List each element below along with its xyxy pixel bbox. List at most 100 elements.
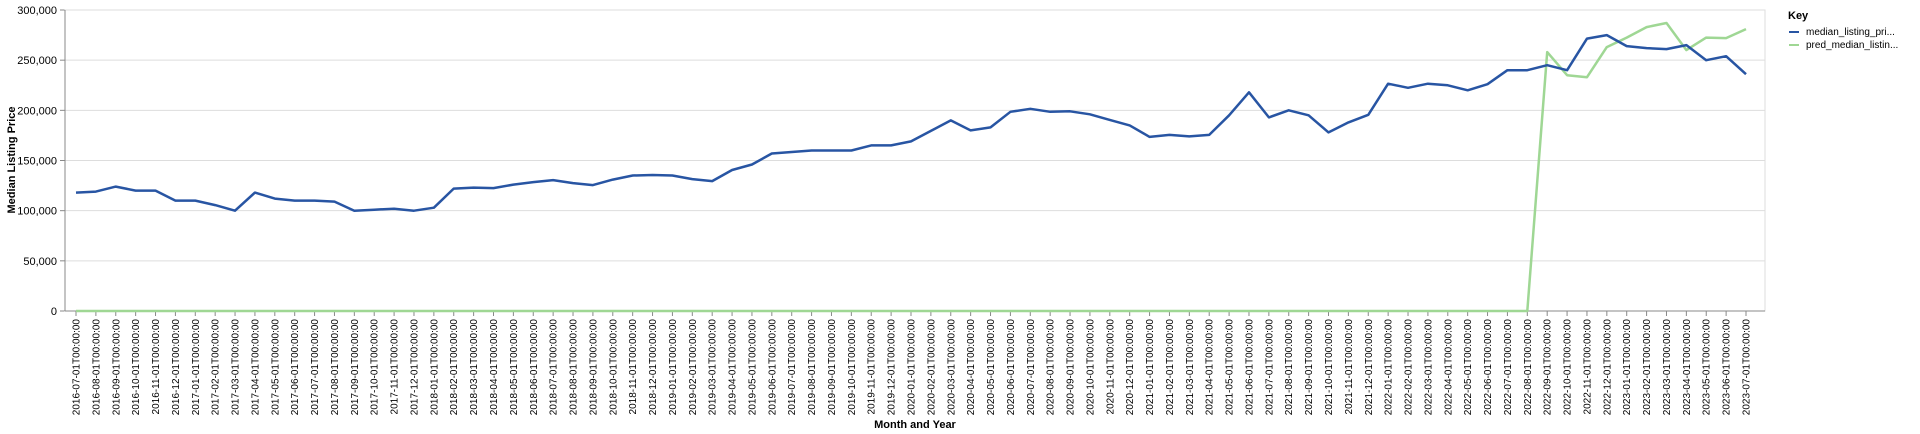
x-tick-label: 2022-03-01T00:00:00 bbox=[1423, 319, 1434, 416]
x-tick-label: 2017-02-01T00:00:00 bbox=[211, 319, 222, 416]
legend-label-median: median_listing_pri... bbox=[1806, 27, 1895, 38]
y-tick-label: 50,000 bbox=[23, 256, 57, 268]
x-tick-label: 2021-05-01T00:00:00 bbox=[1225, 319, 1236, 416]
series-line-median-listing-price bbox=[75, 33, 1747, 212]
x-tick-label: 2020-01-01T00:00:00 bbox=[907, 319, 918, 416]
x-tick-label: 2022-06-01T00:00:00 bbox=[1483, 319, 1494, 416]
x-tick-label: 2022-09-01T00:00:00 bbox=[1543, 319, 1554, 416]
y-tick-label: 250,000 bbox=[17, 55, 57, 67]
x-tick-label: 2023-04-01T00:00:00 bbox=[1682, 319, 1693, 416]
y-tick-label: 300,000 bbox=[17, 5, 57, 17]
x-tick-label: 2021-03-01T00:00:00 bbox=[1185, 319, 1196, 416]
x-tick-label: 2020-05-01T00:00:00 bbox=[986, 319, 997, 416]
y-tick-label: 150,000 bbox=[17, 156, 57, 168]
y-tick-label: 100,000 bbox=[17, 206, 57, 218]
x-tick-label: 2023-02-01T00:00:00 bbox=[1642, 319, 1653, 416]
x-tick-label: 2022-08-01T00:00:00 bbox=[1523, 319, 1534, 416]
gridlines bbox=[65, 9, 1765, 312]
x-tick-label: 2019-07-01T00:00:00 bbox=[787, 319, 798, 416]
x-tick-label: 2016-11-01T00:00:00 bbox=[151, 319, 162, 415]
x-tick-label: 2017-11-01T00:00:00 bbox=[390, 319, 401, 415]
x-tick-label: 2022-10-01T00:00:00 bbox=[1563, 319, 1574, 416]
x-tick-label: 2022-02-01T00:00:00 bbox=[1404, 319, 1415, 416]
x-tick-label: 2023-06-01T00:00:00 bbox=[1722, 319, 1733, 416]
y-axis: 0 50,000 100,000 150,000 200,000 250,000 300,0… bbox=[17, 5, 65, 318]
x-tick-label: 2022-05-01T00:00:00 bbox=[1463, 319, 1474, 416]
x-tick-label: 2019-11-01T00:00:00 bbox=[867, 319, 878, 415]
x-tick-label: 2019-12-01T00:00:00 bbox=[887, 319, 898, 416]
x-tick-label: 2017-12-01T00:00:00 bbox=[409, 319, 420, 416]
x-tick-label: 2021-09-01T00:00:00 bbox=[1304, 319, 1315, 416]
series-lines bbox=[75, 21, 1747, 313]
x-tick-label: 2022-11-01T00:00:00 bbox=[1582, 319, 1593, 415]
x-tick-label: 2016-10-01T00:00:00 bbox=[131, 319, 142, 416]
legend-title: Key bbox=[1788, 10, 1809, 22]
x-tick-label: 2018-07-01T00:00:00 bbox=[549, 319, 560, 416]
x-tick-label: 2021-04-01T00:00:00 bbox=[1205, 319, 1216, 416]
x-tick-label: 2016-12-01T00:00:00 bbox=[171, 319, 182, 416]
x-tick-label: 2017-09-01T00:00:00 bbox=[350, 319, 361, 416]
x-tick-label: 2019-03-01T00:00:00 bbox=[708, 319, 719, 416]
x-tick-label: 2021-10-01T00:00:00 bbox=[1324, 319, 1335, 416]
x-tick-label: 2018-09-01T00:00:00 bbox=[588, 319, 599, 416]
x-tick-label: 2021-12-01T00:00:00 bbox=[1364, 319, 1375, 416]
y-tick-label: 200,000 bbox=[17, 105, 57, 117]
x-tick-label: 2019-10-01T00:00:00 bbox=[847, 319, 858, 416]
x-tick-label: 2019-08-01T00:00:00 bbox=[807, 319, 818, 416]
x-tick-label: 2019-02-01T00:00:00 bbox=[688, 319, 699, 416]
x-tick-label: 2017-07-01T00:00:00 bbox=[310, 319, 321, 416]
x-tick-label: 2018-12-01T00:00:00 bbox=[648, 319, 659, 416]
x-tick-label: 2017-03-01T00:00:00 bbox=[231, 319, 242, 416]
x-tick-label: 2017-10-01T00:00:00 bbox=[370, 319, 381, 416]
x-tick-label: 2018-03-01T00:00:00 bbox=[469, 319, 480, 416]
x-tick-label: 2021-02-01T00:00:00 bbox=[1165, 319, 1176, 416]
x-tick-label: 2022-04-01T00:00:00 bbox=[1443, 319, 1454, 416]
x-tick-label: 2020-03-01T00:00:00 bbox=[946, 319, 957, 416]
x-tick-label: 2020-09-01T00:00:00 bbox=[1066, 319, 1077, 416]
x-tick-label: 2018-02-01T00:00:00 bbox=[449, 319, 460, 416]
x-tick-label: 2023-07-01T00:00:00 bbox=[1742, 319, 1753, 416]
x-tick-label: 2018-04-01T00:00:00 bbox=[489, 319, 500, 416]
x-tick-label: 2023-03-01T00:00:00 bbox=[1662, 319, 1673, 416]
x-tick-label: 2017-05-01T00:00:00 bbox=[270, 319, 281, 416]
x-tick-label: 2018-01-01T00:00:00 bbox=[429, 319, 440, 416]
x-tick-label: 2023-05-01T00:00:00 bbox=[1702, 319, 1713, 416]
x-tick-label: 2020-11-01T00:00:00 bbox=[1105, 319, 1116, 415]
legend: Key median_listing_pri... pred_median_li… bbox=[1788, 10, 1898, 51]
x-tick-label: 2019-09-01T00:00:00 bbox=[827, 319, 838, 416]
x-tick-label: 2018-05-01T00:00:00 bbox=[509, 319, 520, 416]
y-axis-title: Median Listing Price bbox=[6, 107, 18, 214]
x-tick-label: 2017-06-01T00:00:00 bbox=[290, 319, 301, 416]
y-tick-label: 0 bbox=[51, 306, 57, 318]
x-tick-label: 2016-08-01T00:00:00 bbox=[91, 319, 102, 416]
x-axis: 2016-07-01T00:00:00 2016-08-01T00:00:00 20… bbox=[72, 311, 1753, 415]
x-tick-label: 2020-06-01T00:00:00 bbox=[1006, 319, 1017, 416]
x-tick-label: 2021-06-01T00:00:00 bbox=[1244, 319, 1255, 416]
x-tick-label: 2021-08-01T00:00:00 bbox=[1284, 319, 1295, 416]
x-tick-label: 2020-02-01T00:00:00 bbox=[926, 319, 937, 416]
x-tick-label: 2016-09-01T00:00:00 bbox=[111, 319, 122, 416]
x-tick-label: 2019-04-01T00:00:00 bbox=[728, 319, 739, 416]
x-tick-label: 2020-10-01T00:00:00 bbox=[1085, 319, 1096, 416]
series-line-pred-median-listing-price bbox=[76, 21, 1747, 313]
x-tick-label: 2023-01-01T00:00:00 bbox=[1622, 319, 1633, 416]
x-tick-label: 2022-07-01T00:00:00 bbox=[1503, 319, 1514, 416]
x-tick-label: 2019-06-01T00:00:00 bbox=[767, 319, 778, 416]
x-tick-label: 2020-04-01T00:00:00 bbox=[966, 319, 977, 416]
legend-label-pred: pred_median_listin... bbox=[1806, 40, 1898, 51]
x-tick-label: 2021-11-01T00:00:00 bbox=[1344, 319, 1355, 415]
x-tick-label: 2020-12-01T00:00:00 bbox=[1125, 319, 1136, 416]
x-tick-label: 2021-07-01T00:00:00 bbox=[1264, 319, 1275, 416]
x-tick-label: 2020-07-01T00:00:00 bbox=[1026, 319, 1037, 416]
x-tick-label: 2017-01-01T00:00:00 bbox=[191, 319, 202, 416]
x-tick-label: 2022-01-01T00:00:00 bbox=[1384, 319, 1395, 416]
x-axis-title: Month and Year bbox=[874, 419, 956, 431]
x-tick-label: 2022-12-01T00:00:00 bbox=[1602, 319, 1613, 416]
x-tick-label: 2018-08-01T00:00:00 bbox=[569, 319, 580, 416]
x-tick-label: 2018-06-01T00:00:00 bbox=[529, 319, 540, 416]
x-tick-label: 2019-05-01T00:00:00 bbox=[747, 319, 758, 416]
x-tick-label: 2018-11-01T00:00:00 bbox=[628, 319, 639, 415]
x-tick-label: 2020-08-01T00:00:00 bbox=[1046, 319, 1057, 416]
x-tick-label: 2018-10-01T00:00:00 bbox=[608, 319, 619, 416]
